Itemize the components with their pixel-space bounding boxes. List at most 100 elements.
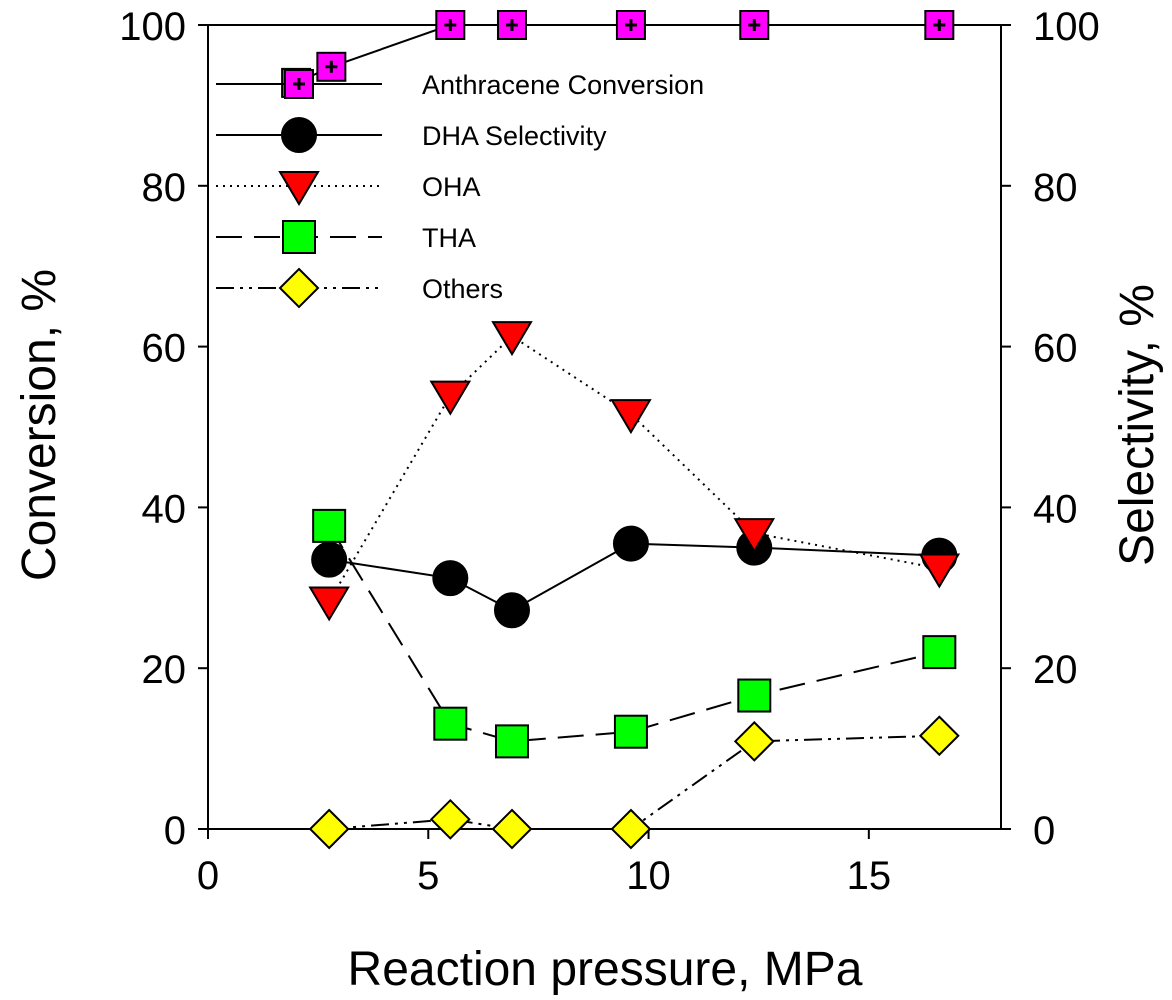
x-tick-label: 5 [417, 854, 439, 898]
series-1 [311, 525, 958, 629]
left-axis-title: Conversion, % [13, 269, 66, 581]
right-y-tick-label: 80 [1033, 166, 1078, 210]
legend-marker [284, 69, 314, 99]
series-4 [308, 715, 960, 850]
axes: 0 5 10 15 0 20 40 60 80 100 0 20 40 60 80 100 [119, 5, 1100, 898]
data-point-plus [325, 60, 338, 73]
data-point-plus [624, 19, 637, 31]
right-y-tick-label: 60 [1033, 327, 1078, 371]
data-point-shape [308, 808, 350, 850]
data-point-shape [429, 380, 472, 416]
right-y-tick-label: 20 [1033, 648, 1078, 692]
left-y-tick-label: 40 [142, 487, 187, 531]
data-point-shape [733, 518, 776, 554]
data-point [311, 541, 348, 578]
data-point-shape [737, 678, 772, 713]
data-point-plus [444, 19, 457, 31]
x-tick-label: 10 [626, 854, 671, 898]
data-point-shape [429, 798, 471, 840]
data-point-shape [610, 399, 652, 435]
data-point-shape [312, 508, 347, 543]
data-point [613, 714, 648, 749]
left-y-tick-label: 80 [142, 166, 187, 210]
legend-marker-plus [293, 78, 305, 90]
legend-marker [278, 171, 320, 206]
data-point-shape [433, 706, 468, 741]
legend-marker-shape [281, 117, 317, 153]
data-point [491, 808, 533, 850]
legend-marker-shape [282, 220, 316, 254]
data-point [308, 586, 350, 622]
series-2 [308, 321, 961, 622]
legend-marker-shape [284, 69, 314, 99]
data-point-shape [924, 10, 955, 40]
data-point-shape [612, 525, 649, 562]
data-point [435, 10, 466, 40]
data-point [429, 798, 471, 840]
data-point-shape [308, 586, 350, 622]
data-point-shape [613, 714, 648, 749]
legend-marker-shape [278, 171, 320, 206]
data-point [924, 10, 955, 40]
data-point [429, 380, 472, 416]
data-point-shape [311, 541, 348, 578]
left-y-tick-label: 0 [164, 809, 186, 853]
data-point [733, 518, 776, 554]
legend-label: DHA Selectivity [422, 121, 607, 151]
legend-label: THA [422, 223, 476, 253]
data-point [432, 560, 469, 597]
data-point-shape [491, 321, 533, 357]
series-line [329, 734, 940, 830]
legend-item: DHA Selectivity [216, 117, 607, 153]
data-point [312, 508, 347, 543]
data-point-plus [933, 19, 946, 31]
right-axis-title: Selectivity, % [1111, 284, 1164, 566]
data-point [739, 10, 770, 40]
series-line [328, 525, 940, 743]
legend-marker [281, 117, 317, 153]
data-point [494, 724, 529, 759]
legend-label: OHA [422, 172, 481, 202]
data-point-plus [505, 19, 518, 31]
data-point [610, 399, 652, 435]
data-point [918, 715, 960, 757]
right-y-tick-label: 0 [1033, 809, 1055, 853]
data-point-plus [748, 19, 761, 31]
series-line [329, 542, 940, 612]
data-point [610, 808, 652, 850]
data-point [496, 10, 527, 40]
data-point-shape [432, 560, 469, 597]
data-point-shape [918, 715, 960, 757]
legend-marker [278, 267, 320, 309]
legend-item: OHA [216, 171, 481, 206]
data-point-shape [610, 808, 652, 850]
legend-marker-shape [278, 267, 320, 309]
data-point [493, 592, 530, 629]
left-y-tick-label: 60 [142, 327, 187, 371]
legend-label: Others [422, 274, 503, 304]
data-point-shape [493, 592, 530, 629]
x-axis-title: Reaction pressure, MPa [348, 943, 863, 996]
right-y-tick-label: 100 [1033, 5, 1100, 49]
data-point [615, 10, 646, 40]
series-3 [312, 508, 957, 759]
data-point [433, 706, 468, 741]
data-point [316, 51, 347, 82]
legend-item: Others [216, 267, 503, 309]
data-point-shape [922, 635, 957, 670]
data-point-shape [918, 553, 961, 589]
data-point [737, 678, 772, 713]
legend-marker [282, 220, 316, 254]
left-y-tick-label: 100 [119, 5, 186, 49]
data-point-shape [733, 720, 775, 762]
data-point [918, 553, 961, 589]
data-point [922, 635, 957, 670]
left-y-tick-label: 20 [142, 648, 187, 692]
data-point [491, 321, 533, 357]
data-point-shape [491, 808, 533, 850]
right-y-tick-label: 40 [1033, 487, 1078, 531]
series-layer [281, 10, 961, 850]
legend-label: Anthracene Conversion [422, 70, 704, 100]
data-point [733, 720, 775, 762]
series-line [328, 334, 940, 602]
